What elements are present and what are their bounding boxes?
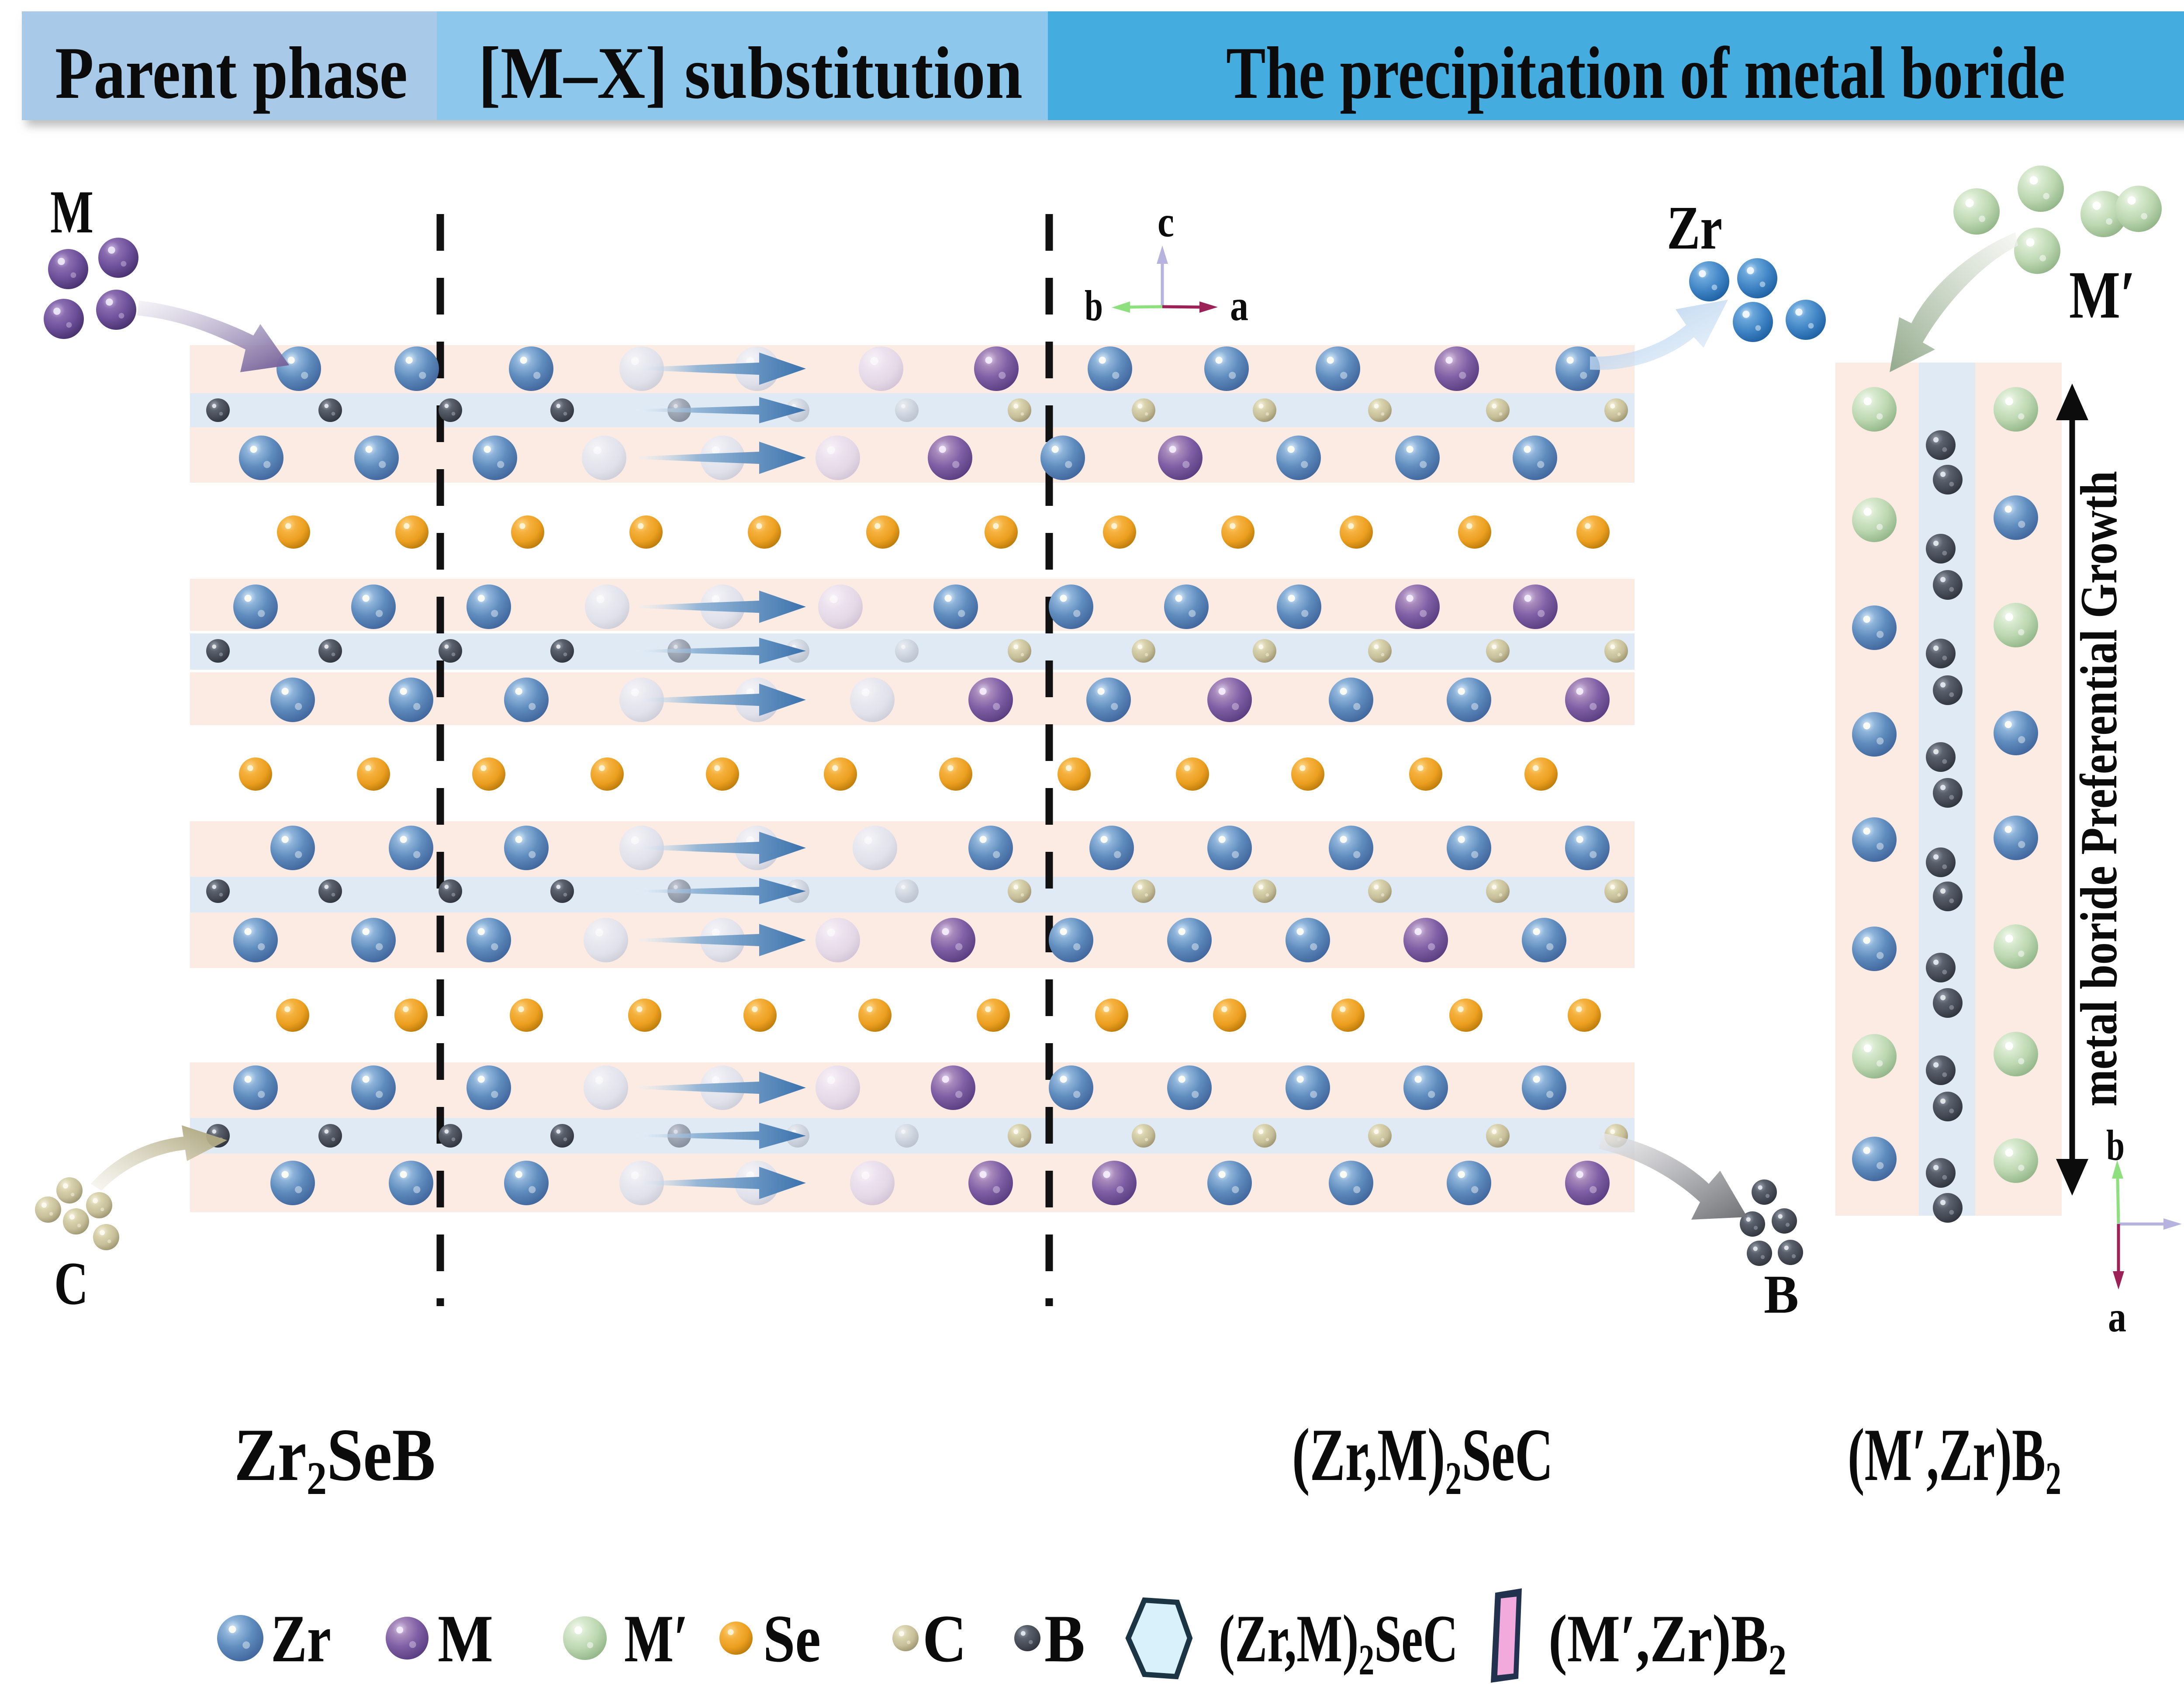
svg-text:M: M [50,178,93,246]
svg-text:Se: Se [763,1601,821,1676]
svg-text:M: M [438,1601,493,1676]
svg-text:C: C [923,1601,967,1676]
svg-text:B: B [1044,1601,1085,1676]
svg-text:M′: M′ [624,1601,688,1676]
svg-text:Zr2​SeB: Zr2​SeB [234,1414,435,1504]
svg-text:[M–X] substitution: [M–X] substitution [478,32,1023,114]
svg-text:M′: M′ [2069,257,2136,332]
svg-text:Zr: Zr [271,1601,331,1676]
svg-text:b: b [1085,281,1103,330]
svg-text:b: b [2106,1121,2125,1169]
svg-text:(M′,Zr)B2: (M′,Zr)B2 [1548,1601,1787,1684]
svg-text:c: c [1158,197,1174,246]
svg-text:The precipitation of metal bo: The precipitation of metal boride [1226,32,2065,114]
svg-text:metal boride Preferential Grow: metal boride Preferential Growth [2070,471,2128,1107]
svg-text:(Zr,M)2​SeC: (Zr,M)2​SeC [1292,1414,1553,1504]
svg-text:a: a [2108,1293,2126,1341]
svg-text:a: a [1230,281,1248,330]
svg-text:Parent phase: Parent phase [55,32,408,114]
svg-text:(Zr,M)2SeC: (Zr,M)2SeC [1219,1601,1458,1684]
svg-text:B: B [1764,1265,1799,1325]
svg-text:C: C [54,1250,88,1317]
svg-text:Zr: Zr [1667,193,1722,262]
svg-text:(M′,Zr)B2​: (M′,Zr)B2​ [1848,1414,2061,1504]
